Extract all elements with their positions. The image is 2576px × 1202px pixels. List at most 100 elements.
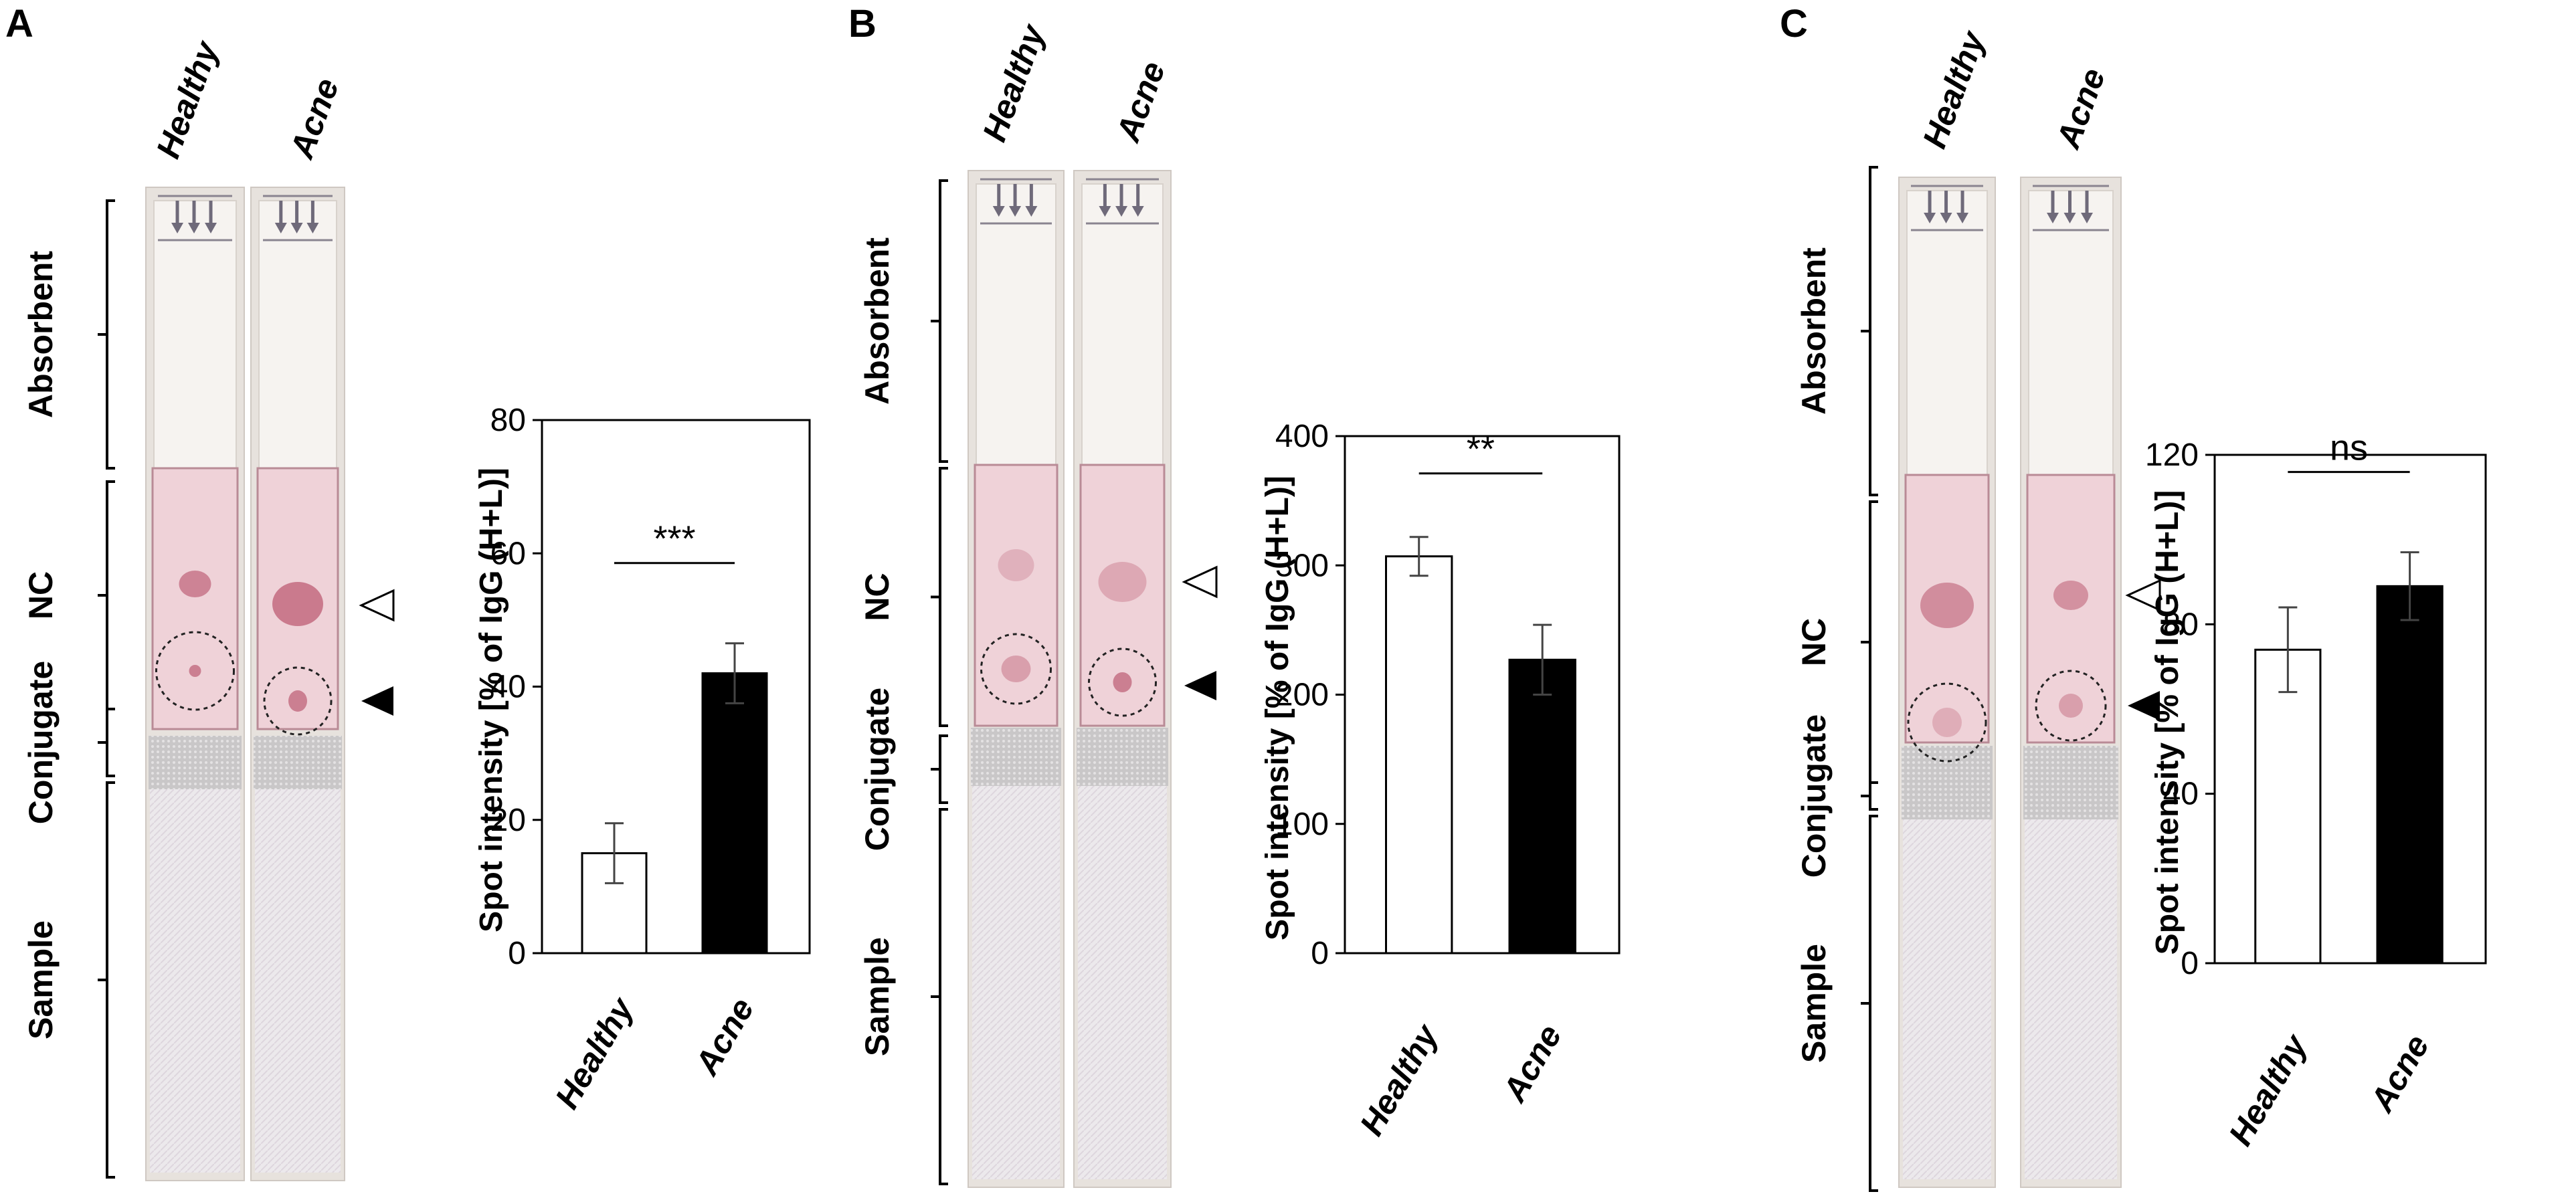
strip-column-label: Acne — [2049, 64, 2112, 155]
sample-pad — [255, 789, 341, 1173]
y-tick-label: 120 — [2145, 437, 2199, 473]
y-tick-label: 80 — [490, 403, 526, 438]
panel-letter: A — [5, 2, 33, 45]
region-label: Conjugate — [22, 661, 60, 824]
flow-arrow-head-icon — [1115, 206, 1128, 217]
y-tick-label: 0 — [508, 936, 526, 971]
panel-C: C Healthy Acne Absorbent NC Conjugate Sample 0 4… — [1780, 2, 2487, 1192]
y-tick-label: 40 — [490, 670, 526, 705]
bar-chart: 0 40 80 120 Spot intensity [% of IgG (H+L)] H… — [2145, 428, 2487, 1152]
region-label: Sample — [22, 920, 60, 1039]
y-tick-label: 80 — [2163, 607, 2199, 642]
test-spot — [179, 571, 211, 597]
region-bracket — [1861, 500, 1878, 784]
region-label: NC — [858, 573, 896, 621]
test-spot — [288, 690, 307, 712]
significance-label: *** — [653, 519, 695, 559]
region-label: Absorbent — [22, 251, 60, 418]
flow-arrow-head-icon — [205, 223, 217, 233]
test-strip-acne — [250, 187, 345, 1181]
flow-arrow-head-icon — [1131, 206, 1144, 217]
panel-A: A Healthy Acne Absorbent NC Conjugate Sample 0 2… — [5, 2, 811, 1181]
region-bracket — [98, 781, 115, 1179]
region-bracket — [98, 708, 115, 777]
x-category-label: Acne — [1495, 1019, 1569, 1110]
bar-chart: 0 100 200 300 400 Spot intensity [% of IgG (H… — [1260, 419, 1621, 1142]
dashed-circle-marker — [155, 631, 235, 711]
bar-healthy — [1385, 555, 1453, 955]
bar-acne — [701, 672, 768, 955]
flow-arrow-head-icon — [171, 223, 184, 233]
bar-acne — [2376, 585, 2444, 965]
nc-membrane — [1079, 464, 1166, 727]
y-axis-label: Spot intensity [% of IgG (H+L)] — [2150, 490, 2185, 955]
test-spot — [1113, 672, 1132, 692]
flow-arrow-head-icon — [1940, 213, 1952, 223]
flow-arrow-head-icon — [1099, 206, 1111, 217]
open-arrowhead-icon — [1182, 565, 1218, 599]
absorbent-pad — [1906, 190, 1988, 476]
y-tick-label: 100 — [1275, 807, 1329, 842]
test-spot — [2059, 694, 2083, 718]
test-strip-healthy — [1898, 177, 1996, 1188]
strip-column-label: Healthy — [976, 19, 1052, 146]
absorbent-pad — [1081, 183, 1164, 466]
panel-letter: C — [1780, 2, 1808, 45]
dashed-circle-marker — [263, 666, 333, 736]
strip-column-label: Acne — [1109, 57, 1172, 148]
plot-frame — [2213, 454, 2487, 965]
x-category-label: Healthy — [548, 991, 642, 1115]
y-tick-label: 20 — [490, 803, 526, 838]
absorbent-pad — [153, 200, 237, 469]
flow-arrow-head-icon — [1025, 206, 1038, 217]
bar-healthy — [2254, 648, 2322, 965]
absorbent-pad — [2028, 190, 2114, 476]
y-tick-label: 40 — [2163, 777, 2199, 812]
region-bracket — [931, 734, 948, 804]
test-spot — [1932, 708, 1962, 737]
region-label: NC — [22, 571, 60, 619]
strip-column-label: Acne — [282, 74, 346, 165]
strip-column-label: Healthy — [1916, 25, 1993, 153]
dashed-circle-marker — [1088, 647, 1157, 717]
flow-arrow-head-icon — [1009, 206, 1022, 217]
region-label: Conjugate — [858, 688, 896, 851]
region-label: NC — [1795, 618, 1833, 666]
region-label: Sample — [858, 937, 896, 1056]
conjugate-pad — [971, 728, 1061, 786]
bar-acne — [1508, 658, 1576, 955]
y-axis-label: Spot intensity [% of IgG (H+L)] — [1260, 476, 1295, 940]
conjugate-pad — [1902, 746, 1993, 819]
flow-arrow-head-icon — [2047, 213, 2059, 223]
region-bracket — [931, 179, 948, 463]
sample-pad — [972, 786, 1060, 1179]
y-tick-label: 300 — [1275, 548, 1329, 583]
conjugate-pad — [1077, 728, 1168, 786]
sample-pad — [1903, 819, 1991, 1179]
test-spot — [1001, 656, 1031, 682]
x-category-label: Acne — [2362, 1029, 2436, 1120]
region-bracket — [931, 467, 948, 727]
region-bracket — [1861, 166, 1878, 496]
absorbent-pad — [258, 200, 337, 469]
filled-arrowhead-icon — [2128, 691, 2160, 720]
test-strip-acne — [2020, 177, 2122, 1188]
nc-membrane — [151, 467, 239, 730]
y-tick-label: 0 — [2181, 946, 2199, 981]
y-axis-label: Spot intensity [% of IgG (H+L)] — [474, 468, 509, 932]
test-spot — [272, 582, 323, 626]
conjugate-pad — [254, 736, 342, 789]
dashed-circle-marker — [980, 633, 1052, 705]
flow-arrow-head-icon — [1956, 213, 1969, 223]
sample-pad — [1078, 786, 1167, 1179]
nc-membrane — [1904, 474, 1990, 744]
region-bracket — [931, 808, 948, 1185]
y-tick-label: 60 — [490, 536, 526, 571]
significance-label: ** — [1467, 429, 1495, 470]
flow-arrow-head-icon — [306, 223, 319, 233]
dashed-circle-marker — [2035, 670, 2107, 742]
y-tick-label: 0 — [1311, 936, 1329, 971]
flow-arrow-head-icon — [2081, 213, 2093, 223]
x-category-label: Healthy — [2221, 1027, 2315, 1152]
